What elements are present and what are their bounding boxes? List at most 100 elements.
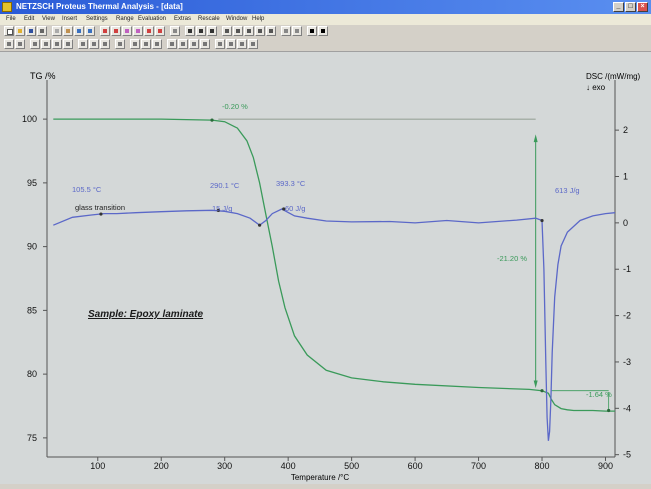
y-left-tick-label: 95 (27, 178, 37, 188)
eval-ratio-icon[interactable] (141, 39, 151, 49)
x-tick-label: 500 (344, 461, 359, 471)
ruler-icon[interactable] (244, 26, 254, 36)
menu-edit[interactable]: Edit (24, 16, 35, 22)
eval-cp-icon[interactable] (152, 39, 162, 49)
dsc-marker-point (216, 208, 220, 212)
eval-residual-mass-icon[interactable] (15, 39, 25, 49)
plot-layer: 100 200 300 400 500 600 700 800 900 75 80 85 90 95 100… (22, 80, 631, 471)
menu-extras[interactable]: Extras (174, 16, 192, 22)
eval-report-icon[interactable] (248, 39, 258, 49)
peak1-area-label: 15 J/g (212, 204, 232, 213)
eval-mass-change-icon[interactable] (4, 39, 14, 49)
redo-icon[interactable] (85, 26, 95, 36)
open-folder-icon[interactable] (15, 26, 25, 36)
curve-dsc-icon[interactable] (111, 26, 121, 36)
dsc-marker-point (540, 218, 544, 223)
eval-height-icon[interactable] (89, 39, 99, 49)
eval-peak-icon[interactable] (41, 39, 51, 49)
eval-delete-icon[interactable] (237, 39, 247, 49)
close-button[interactable]: × (637, 2, 648, 12)
paste-icon[interactable] (63, 26, 73, 36)
y-left-tick-label: 100 (22, 114, 37, 124)
exo-direction-label: ↓ exo (586, 83, 606, 92)
eval-integral-icon[interactable] (226, 39, 236, 49)
eval-onset-icon[interactable] (30, 39, 40, 49)
menu-view[interactable]: View (42, 16, 55, 22)
toolbar-evaluation (0, 38, 651, 52)
curve-temp-icon[interactable] (133, 26, 143, 36)
menu-range[interactable]: Range (116, 16, 134, 22)
layout-icon[interactable] (281, 26, 291, 36)
y-left-tick-label: 80 (27, 369, 37, 379)
tg-step-arrow-down (533, 380, 538, 389)
eval-comp-icon[interactable] (130, 39, 140, 49)
peak1-temperature-label: 290.1 °C (210, 181, 240, 190)
crosshair-icon[interactable] (233, 26, 243, 36)
y-axis-right-label: DSC /(mW/mg) (586, 72, 641, 81)
eval-text-icon[interactable] (167, 39, 177, 49)
title-bar[interactable]: NETZSCH Proteus Thermal Analysis - [data… (0, 0, 651, 14)
undo-icon[interactable] (74, 26, 84, 36)
glass-transition-label: glass transition (75, 203, 125, 212)
new-file-icon[interactable] (4, 26, 14, 36)
eval-glass-icon[interactable] (63, 39, 73, 49)
eval-baseline-icon[interactable] (215, 39, 225, 49)
tga-dsc-chart[interactable]: TG /% DSC /(mW/mg) ↓ exo Temperature /°C… (0, 52, 651, 484)
plot-workspace[interactable]: TG /% DSC /(mW/mg) ↓ exo Temperature /°C… (0, 52, 651, 484)
x-tick-label: 300 (217, 461, 232, 471)
curve-ms-icon[interactable] (155, 26, 165, 36)
menu-window[interactable]: Window (226, 16, 248, 22)
zoom-in-icon[interactable] (185, 26, 195, 36)
delete-icon[interactable] (170, 26, 180, 36)
zoom-out-icon[interactable] (196, 26, 206, 36)
eval-step-icon[interactable] (115, 39, 125, 49)
menu-help[interactable]: Help (252, 16, 265, 22)
tg-marker-point (210, 118, 214, 122)
print-icon[interactable] (37, 26, 47, 36)
y-left-tick-label: 85 (27, 305, 37, 315)
minimize-button[interactable]: _ (613, 2, 624, 12)
copy-icon[interactable] (52, 26, 62, 36)
menu-rescale[interactable]: Rescale (198, 16, 220, 22)
eval-inflection-icon[interactable] (200, 39, 210, 49)
layout-split-icon[interactable] (292, 26, 302, 36)
x-tick-label: 100 (90, 461, 105, 471)
eval-area-icon[interactable] (52, 39, 62, 49)
menu-bar: File Edit View Insert Settings Range Eva… (0, 14, 651, 25)
curve-gas-icon[interactable] (144, 26, 154, 36)
help-pointer-icon[interactable] (318, 26, 328, 36)
eval-end-icon[interactable] (100, 39, 110, 49)
fit-icon[interactable] (207, 26, 217, 36)
dsc-curve-line (53, 208, 616, 441)
dsc-marker-point (282, 207, 286, 211)
window-title: NETZSCH Proteus Thermal Analysis - [data… (16, 2, 183, 11)
menu-evaluation[interactable]: Evaluation (138, 16, 167, 22)
grid-icon[interactable] (255, 26, 265, 36)
table-icon[interactable] (266, 26, 276, 36)
menu-settings[interactable]: Settings (86, 16, 108, 22)
sample-name-label: Sample: Epoxy laminate (88, 309, 203, 320)
eval-peak-tg-icon[interactable] (189, 39, 199, 49)
select-arrow-icon[interactable] (307, 26, 317, 36)
app-icon (2, 2, 12, 12)
cursor-icon[interactable] (222, 26, 232, 36)
x-tick-label: 200 (154, 461, 169, 471)
curve-dtg-icon[interactable] (122, 26, 132, 36)
menu-insert[interactable]: Insert (62, 16, 78, 22)
maximize-button[interactable]: □ (625, 2, 636, 12)
save-icon[interactable] (26, 26, 36, 36)
tg-step-arrow-up (533, 134, 538, 143)
tg-step3-label: -1.64 % (586, 390, 612, 399)
menu-file[interactable]: File (6, 16, 16, 22)
toolbar-main (0, 25, 651, 39)
x-tick-label: 400 (281, 461, 296, 471)
y-left-tick-label: 90 (27, 242, 37, 252)
eval-dtg-icon[interactable] (178, 39, 188, 49)
tg-marker-point (607, 408, 611, 413)
y-left-tick-label: 75 (27, 433, 37, 443)
glass-transition-onset-label: 105.5 °C (72, 185, 102, 194)
curve-tg-icon[interactable] (100, 26, 110, 36)
eval-width-icon[interactable] (78, 39, 88, 49)
y-right-tick-label: 0 (623, 218, 628, 228)
